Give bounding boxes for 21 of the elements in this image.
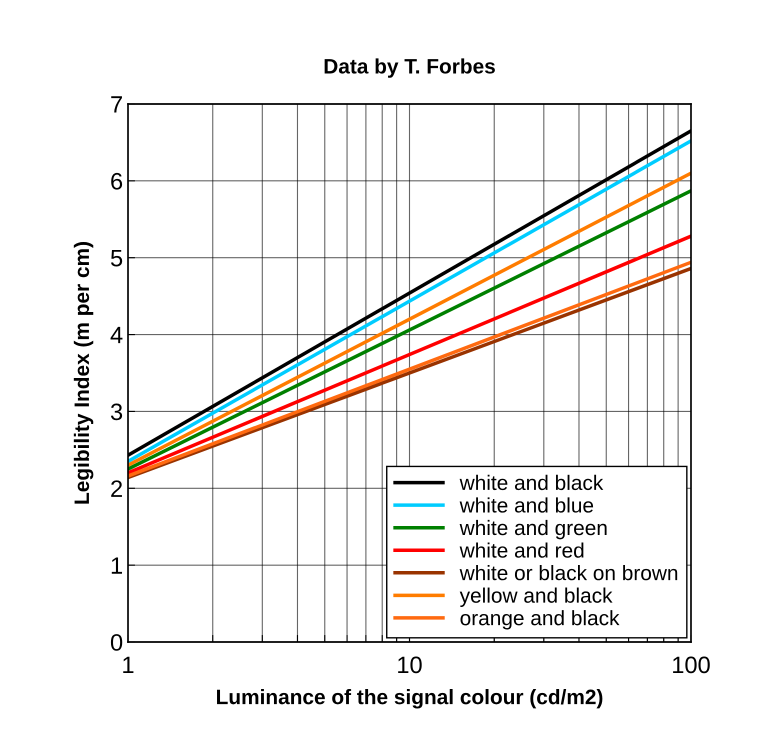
legend-label: white or black on brown (460, 564, 678, 580)
x-tick-label: 100 (673, 656, 710, 674)
legend-label: white and green (460, 520, 607, 540)
legend-label: yellow and black (460, 588, 613, 607)
y-tick-label: 7 (111, 96, 122, 113)
chart-title: Data by T. Forbes (324, 58, 495, 78)
x-tick-label: 10 (398, 656, 422, 674)
y-tick-label: 5 (110, 250, 122, 266)
legend-label: white and black (460, 474, 604, 490)
y-tick-label: 4 (110, 326, 122, 344)
legend-label: white and red (460, 542, 584, 558)
y-tick-label: 6 (111, 172, 122, 190)
x-tick-label: 1 (123, 656, 134, 673)
x-axis-title: Luminance of the signal colour (cd/m2) (217, 689, 602, 709)
legend-label: white and blue (460, 497, 594, 513)
y-axis-title: Legibility Index (m per cm) (74, 242, 94, 504)
legend-label: orange and black (460, 610, 620, 630)
y-tick-label: 3 (110, 403, 122, 420)
y-tick-label: 1 (112, 557, 122, 574)
y-tick-label: 2 (111, 480, 122, 497)
y-tick-label: 0 (110, 634, 122, 651)
